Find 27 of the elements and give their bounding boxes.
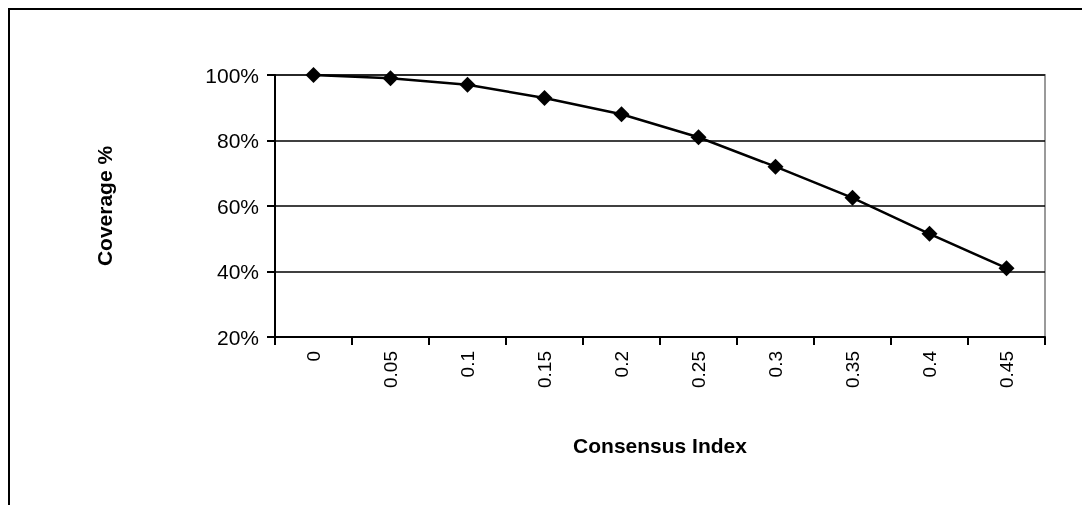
x-tick-label: 0.3 xyxy=(765,351,786,378)
x-tick-label: 0.45 xyxy=(996,351,1017,388)
point xyxy=(382,70,399,87)
x-tick-label: 0.1 xyxy=(457,351,478,378)
x-tick-label: 0.4 xyxy=(919,350,940,378)
point xyxy=(998,260,1015,277)
point xyxy=(613,106,630,123)
y-tick-label: 100% xyxy=(205,63,259,87)
point xyxy=(844,189,861,206)
y-axis-title: Coverage % xyxy=(93,145,116,267)
point xyxy=(690,129,707,146)
x-axis-title: Consensus Index xyxy=(573,434,748,457)
point xyxy=(305,67,322,83)
x-tick-label: 0.05 xyxy=(380,351,401,388)
y-tick-label: 80% xyxy=(216,129,259,152)
x-tick-label: 0.2 xyxy=(611,351,632,378)
x-tick-label: 0.15 xyxy=(534,351,555,388)
y-tick-label: 40% xyxy=(216,260,259,283)
point xyxy=(921,225,938,242)
x-tick-label: 0.35 xyxy=(842,351,863,388)
x-tick-label: 0.25 xyxy=(688,351,709,388)
x-tick-label: 0 xyxy=(303,351,324,362)
point xyxy=(459,76,476,93)
point xyxy=(767,158,784,175)
point xyxy=(536,89,553,106)
y-tick-label: 20% xyxy=(216,325,259,349)
y-tick-label: 60% xyxy=(216,194,259,218)
